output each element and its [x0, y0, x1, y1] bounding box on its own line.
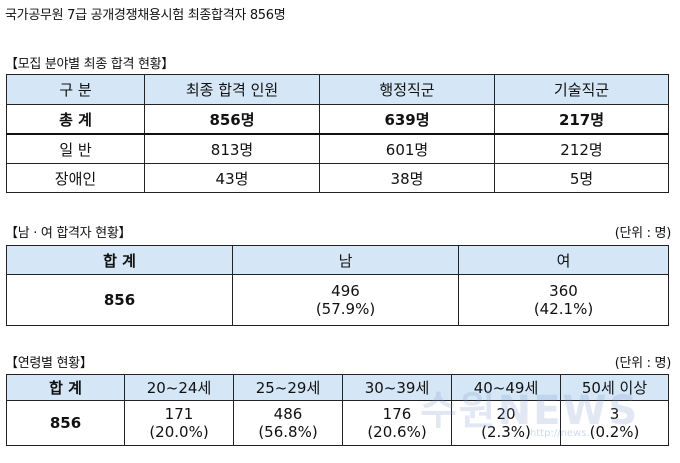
group-count: 20 [496, 405, 516, 423]
table-row: 856 496 (57.9%) 360 (42.1%) [6, 274, 669, 326]
cell-age-group: 3 (0.2%) [560, 400, 669, 446]
cell-tech: 5명 [494, 163, 669, 193]
recruitment-field-table: 구 분 최종 합격 인원 행정직군 기술직군 총 계 856명 639명 217… [6, 74, 669, 193]
document-title: 국가공무원 7급 공개경쟁채용시험 최종합격자 856명 [5, 8, 286, 23]
cell-age-group: 486 (56.8%) [233, 400, 343, 446]
group-percent: (56.8%) [258, 423, 318, 441]
group-count: 486 [273, 405, 303, 423]
row-label: 일 반 [6, 133, 145, 164]
male-percent: (57.9%) [315, 300, 376, 318]
table-row: 856 171 (20.0%) 486 (56.8%) 176 (20.6%) … [6, 400, 669, 446]
header-admin: 행정직군 [319, 74, 495, 105]
cell-admin: 639명 [319, 104, 495, 135]
table-header-row: 구 분 최종 합격 인원 행정직군 기술직군 [6, 74, 669, 105]
table-header-row: 합 계 20~24세 25~29세 30~39세 40~49세 50세 이상 [6, 374, 669, 401]
cell-total: 856 [6, 274, 233, 326]
section3-heading: 【연령별 현황】 [5, 356, 93, 371]
cell-male: 496 (57.9%) [232, 274, 459, 326]
header-total: 합 계 [6, 245, 233, 275]
cell-admin: 601명 [319, 133, 495, 164]
table-header-row: 합 계 남 여 [6, 245, 669, 275]
female-count: 360 [549, 282, 578, 300]
header-final-total: 최종 합격 인원 [144, 74, 320, 105]
male-count: 496 [331, 282, 360, 300]
gender-table: 합 계 남 여 856 496 (57.9%) 360 (42.1%) [6, 245, 669, 326]
group-percent: (0.2%) [589, 423, 640, 441]
female-percent: (42.1%) [533, 300, 594, 318]
cell-total: 43명 [144, 163, 320, 193]
row-label: 총 계 [6, 104, 145, 135]
cell-tech: 212명 [494, 133, 669, 164]
header-age-25-29: 25~29세 [233, 374, 343, 401]
row-label: 장애인 [6, 163, 145, 193]
group-percent: (20.6%) [367, 423, 427, 441]
group-percent: (2.3%) [481, 423, 531, 441]
table-row-general: 일 반 813명 601명 212명 [6, 133, 669, 164]
header-age-20-24: 20~24세 [124, 374, 234, 401]
cell-total: 813명 [144, 133, 320, 164]
group-count: 3 [609, 405, 620, 423]
cell-total: 856 [6, 400, 125, 446]
cell-admin: 38명 [319, 163, 495, 193]
header-female: 여 [458, 245, 669, 275]
header-category: 구 분 [6, 74, 145, 105]
table-row-total: 총 계 856명 639명 217명 [6, 104, 669, 135]
cell-age-group: 20 (2.3%) [451, 400, 561, 446]
header-tech: 기술직군 [494, 74, 669, 105]
section3-unit: (단위 : 명) [614, 356, 672, 371]
cell-age-group: 176 (20.6%) [342, 400, 452, 446]
group-percent: (20.0%) [149, 423, 209, 441]
group-count: 171 [164, 405, 194, 423]
cell-tech: 217명 [494, 104, 669, 135]
table-row-disabled: 장애인 43명 38명 5명 [6, 163, 669, 193]
cell-age-group: 171 (20.0%) [124, 400, 234, 446]
header-male: 남 [232, 245, 459, 275]
cell-female: 360 (42.1%) [458, 274, 669, 326]
header-age-30-39: 30~39세 [342, 374, 452, 401]
header-total: 합 계 [6, 374, 125, 401]
header-age-50-plus: 50세 이상 [560, 374, 669, 401]
section1-heading: 【모집 분야별 최종 합격 현황】 [5, 57, 174, 72]
section2-heading: 【남 · 여 합격자 현황】 [5, 226, 132, 241]
age-table: 합 계 20~24세 25~29세 30~39세 40~49세 50세 이상 8… [6, 374, 669, 446]
group-count: 176 [382, 405, 412, 423]
header-age-40-49: 40~49세 [451, 374, 561, 401]
cell-total: 856명 [144, 104, 320, 135]
section2-unit: (단위 : 명) [614, 226, 672, 241]
